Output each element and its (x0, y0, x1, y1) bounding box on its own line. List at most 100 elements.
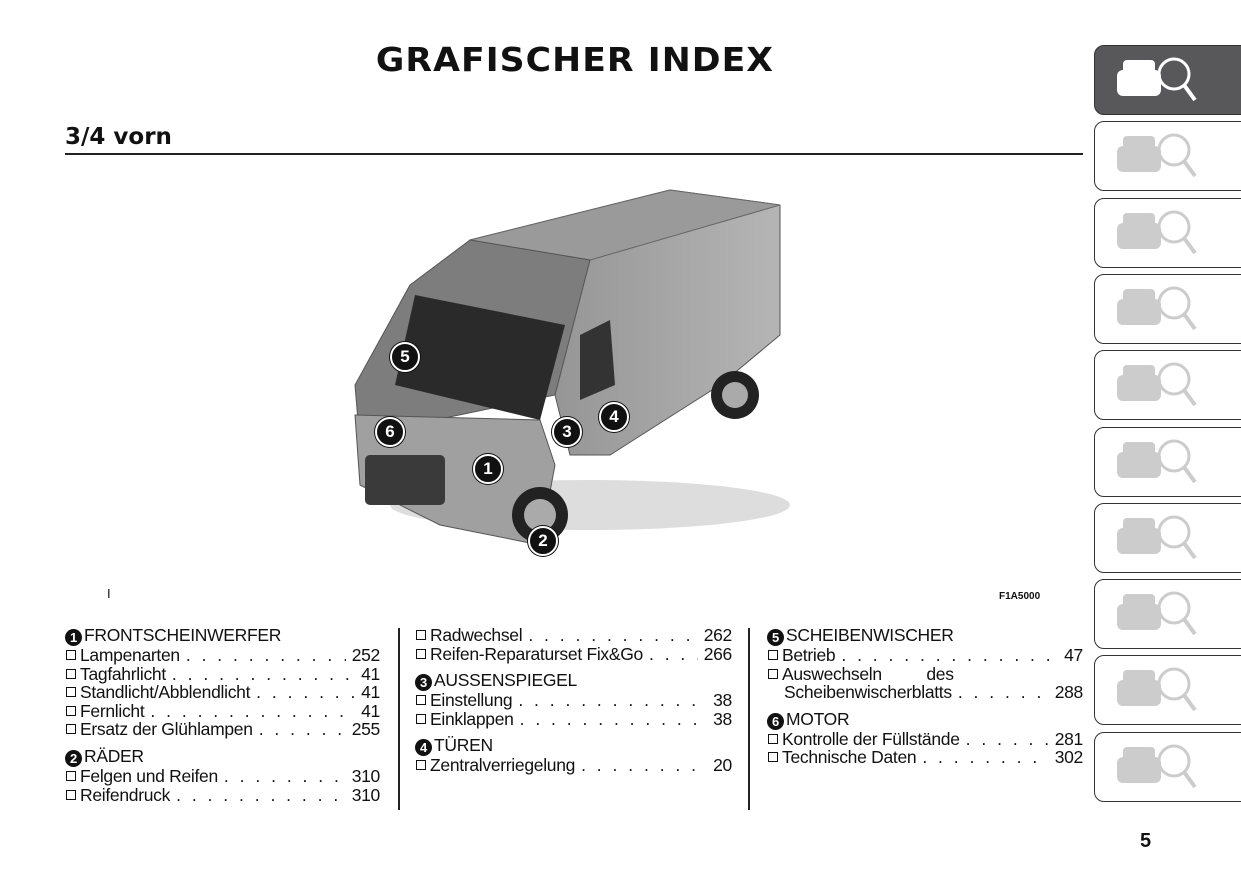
leader-dots (922, 748, 1048, 767)
entry-page: 41 (361, 663, 380, 684)
entry-page: 41 (361, 682, 380, 703)
column-divider (398, 628, 400, 810)
entry-label: Standlicht/Abblendlicht (80, 682, 251, 703)
entry-page: 41 (361, 700, 380, 721)
entry-label: Zentralverriegelung (430, 755, 576, 776)
checkbox-bullet-icon (66, 789, 76, 800)
chapter-tab[interactable] (1094, 731, 1241, 802)
index-entry[interactable]: Scheibenwischerblatts 288 (767, 683, 1083, 702)
entry-label: Felgen und Reifen (80, 765, 218, 786)
index-entry[interactable]: Radwechsel 262 (415, 626, 732, 645)
number-badge: 2 (65, 749, 82, 767)
checkbox-bullet-icon (768, 650, 778, 660)
entry-label: Lampenarten (80, 645, 180, 665)
entry-page: 266 (703, 643, 733, 664)
leader-dots (518, 691, 707, 710)
checkbox-bullet-icon (768, 752, 778, 763)
car-wrench-icon (1117, 515, 1197, 559)
page-title: GRAFISCHER INDEX (375, 40, 775, 79)
airbag-seat-icon (1117, 286, 1197, 331)
entry-label: Reifen-Reparaturset Fix&Go (430, 643, 643, 664)
entry-page: 288 (1054, 682, 1084, 703)
number-badge: 3 (415, 674, 432, 692)
checkbox-bullet-icon (416, 760, 426, 771)
alphabet-index-icon (1117, 744, 1197, 788)
index-entry[interactable]: Ersatz der Glühlampen 255 (65, 720, 380, 739)
entry-page: 310 (351, 765, 381, 786)
leader-dots (841, 646, 1058, 665)
chapter-tab[interactable] (1094, 45, 1241, 115)
index-entry[interactable]: Betrieb 47 (767, 646, 1083, 665)
entry-page: 255 (351, 719, 381, 740)
index-entry[interactable]: Reifendruck 310 (65, 784, 380, 805)
index-entry[interactable]: Fernlicht 41 (65, 702, 380, 721)
entry-page: 252 (351, 645, 381, 665)
entry-label: Einklappen (430, 708, 514, 729)
leader-dots (256, 683, 355, 702)
callout-6: 6 (375, 417, 405, 447)
index-entry[interactable]: Einstellung 38 (415, 691, 732, 710)
entry-label: Technische Daten (782, 747, 917, 768)
group-heading: 6 MOTOR (767, 709, 1083, 730)
checkbox-bullet-icon (66, 668, 76, 679)
warning-light-message-icon (1117, 210, 1197, 254)
index-entry[interactable]: Tagfahrlicht 41 (65, 663, 380, 684)
index-entry[interactable]: Reifen-Reparaturset Fix&Go 266 (415, 643, 733, 664)
leader-dots (176, 786, 346, 805)
chapter-tab[interactable] (1094, 350, 1241, 421)
index-entry[interactable]: Technische Daten 302 (767, 748, 1083, 767)
entry-label: Einstellung (430, 690, 513, 711)
entry-label: Fernlicht (80, 700, 145, 721)
entry-page: 38 (713, 690, 732, 711)
heading-text: TÜREN (434, 735, 493, 756)
index-entry[interactable]: Zentralverriegelung 20 (415, 756, 732, 775)
checkbox-bullet-icon (66, 650, 76, 660)
chapter-tab[interactable] (1094, 502, 1241, 573)
entry-label: Reifendruck (80, 784, 171, 805)
entry-label: Tagfahrlicht (80, 663, 166, 684)
callout-2: 2 (528, 526, 558, 556)
divider (65, 153, 1083, 155)
entry-label: Kontrolle der Füllstände (782, 728, 960, 749)
checkbox-bullet-icon (768, 733, 778, 744)
car-warning-triangle-icon (1117, 439, 1197, 483)
index-column: 1FRONTSCHEINWERFERLampenarten252Tagfahrl… (65, 626, 380, 804)
index-entry[interactable]: Standlicht/Abblendlicht 41 (65, 683, 380, 702)
car-info-icon (1117, 133, 1197, 178)
chapter-tab[interactable] (1094, 426, 1241, 497)
entry-label: Scheibenwischerblatts (784, 682, 952, 703)
car-magnifier-icon (1117, 57, 1197, 102)
group-heading: 4 TÜREN (415, 735, 732, 757)
chapter-tab[interactable] (1094, 579, 1241, 650)
figure-code: F1A5000 (999, 591, 1041, 602)
entry-label: Auswechseln des (782, 663, 954, 684)
leader-dots (649, 645, 698, 664)
figure-marker: I (107, 586, 111, 601)
checkbox-bullet-icon (66, 724, 76, 735)
entry-page: 281 (1054, 728, 1084, 749)
index-entry[interactable]: Einklappen 38 (415, 710, 732, 729)
entry-label: Radwechsel (430, 625, 523, 645)
heading-text: RÄDER (84, 745, 144, 766)
checkbox-bullet-icon (416, 713, 426, 724)
group-heading: 3 AUSSENSPIEGEL (415, 671, 732, 692)
chapter-tab[interactable] (1094, 121, 1241, 192)
callout-4: 4 (599, 402, 629, 432)
chapter-tab[interactable] (1094, 655, 1241, 726)
chapter-tab[interactable] (1094, 273, 1241, 344)
index-entry[interactable]: Felgen und Reifen 310 (65, 767, 380, 786)
list-gears-icon (1117, 591, 1197, 636)
leader-dots (150, 702, 355, 721)
leader-dots (958, 683, 1049, 702)
index-entry[interactable]: Kontrolle der Füllstände 281 (767, 730, 1083, 749)
chapter-tab[interactable] (1094, 197, 1241, 268)
number-badge: 4 (415, 739, 432, 757)
index-entry[interactable]: Auswechseln des (767, 663, 1083, 684)
number-badge: 1 (65, 629, 82, 646)
leader-dots (528, 626, 697, 645)
index-entry[interactable]: Lampenarten 252 (65, 646, 380, 665)
checkbox-bullet-icon (416, 648, 426, 659)
entry-page: 38 (713, 708, 732, 729)
group-heading: 5 SCHEIBENWISCHER (767, 626, 1083, 646)
